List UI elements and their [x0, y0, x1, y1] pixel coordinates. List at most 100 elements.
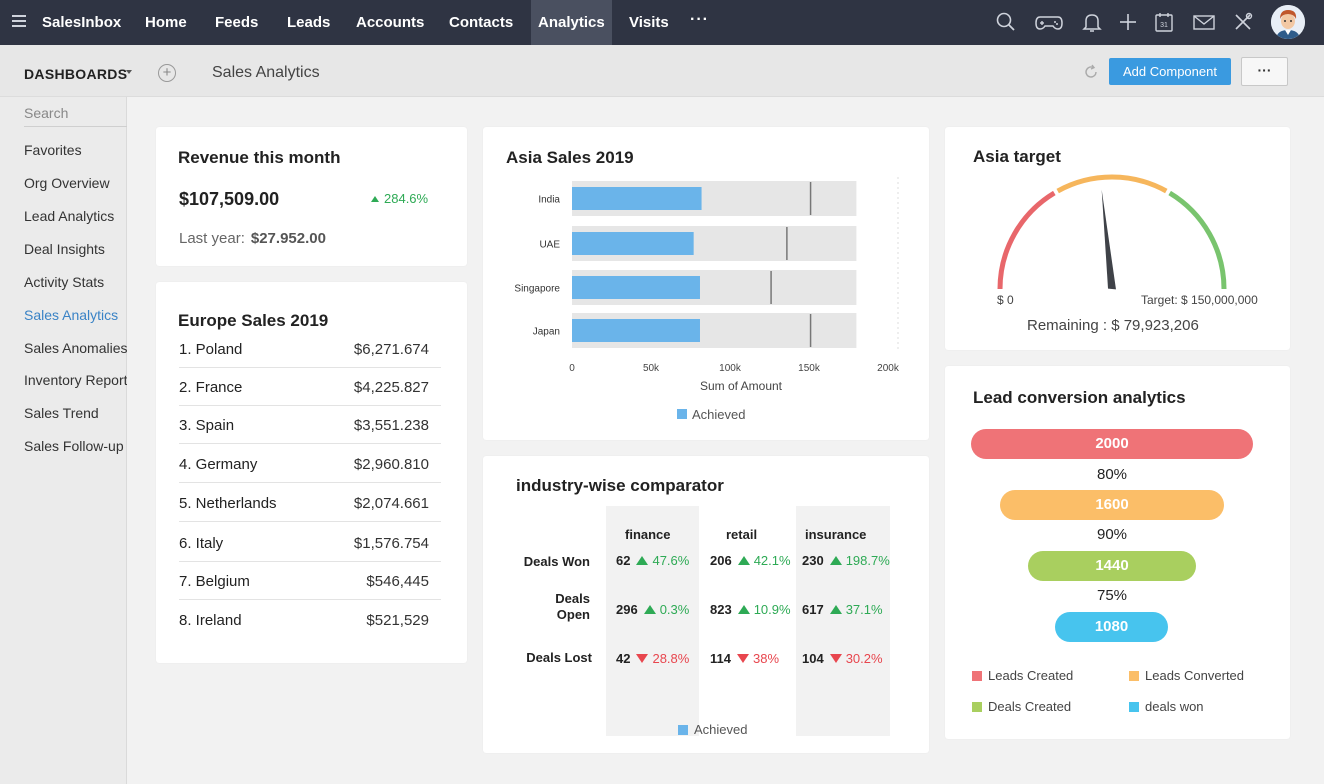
funnel-stage-leads-converted[interactable]: 1600 [1000, 490, 1224, 520]
x-tick-label: 200k [877, 363, 900, 374]
chevron-down-icon[interactable] [126, 70, 132, 74]
trend-up-icon [371, 196, 379, 202]
sales-value: $2,960.810 [353, 456, 429, 473]
sidebar-item-deal-insights[interactable]: Deal Insights [24, 241, 105, 257]
funnel-stage-deals-created[interactable]: 1440 [1028, 551, 1196, 581]
europe-sales-row: 5. Netherlands $2,074.661 [179, 483, 441, 522]
category-label: UAE [539, 240, 560, 251]
gauge-min-label: $ 0 [997, 293, 1014, 307]
cell-change: 38% [752, 651, 780, 666]
gamepad-icon[interactable] [1034, 11, 1064, 33]
sidebar-item-favorites[interactable]: Favorites [24, 142, 82, 158]
country-name: 8. Ireland [179, 612, 242, 629]
category-label: Japan [533, 327, 560, 338]
last-year-label: Last year: [179, 230, 245, 247]
plus-icon[interactable] [1117, 11, 1139, 33]
cell-value: 823 [710, 602, 732, 617]
dashboards-dropdown[interactable]: DASHBOARDS [24, 66, 128, 82]
nav-more-button[interactable]: ··· [690, 11, 709, 28]
sidebar-search-input[interactable]: Search [24, 105, 127, 127]
sidebar-item-sales-follow-up[interactable]: Sales Follow-up [24, 438, 124, 454]
europe-sales-row: 1. Poland $6,271.674 [179, 329, 441, 368]
lead-conversion-title: Lead conversion analytics [973, 388, 1186, 407]
sidebar-item-sales-trend[interactable]: Sales Trend [24, 405, 99, 421]
gauge-arc-low [997, 190, 1056, 290]
nav-accounts[interactable]: Accounts [356, 14, 425, 31]
gauge-arc-high [1168, 190, 1227, 290]
column-header-insurance: insurance [805, 527, 867, 542]
nav-visits[interactable]: Visits [629, 14, 669, 31]
legend-leads-created: Leads Created [972, 668, 1073, 683]
funnel-stage-leads-created[interactable]: 2000 [971, 429, 1253, 459]
legend-swatch [972, 702, 982, 712]
column-header-finance: finance [625, 527, 671, 542]
sidebar-item-sales-analytics[interactable]: Sales Analytics [24, 307, 119, 323]
europe-sales-row: 2. France $4,225.827 [179, 367, 441, 406]
sidebar-item-inventory-reports[interactable]: Inventory Reports [24, 372, 127, 388]
nav-contacts[interactable]: Contacts [449, 14, 514, 31]
trend-up-icon [829, 605, 842, 614]
asia-sales-chart: India UAE Singapore Japan 0 50k 100k 150k 200k Su… [514, 177, 900, 422]
bell-icon[interactable] [1081, 11, 1103, 33]
country-name: 5. Netherlands [179, 495, 277, 512]
calendar-icon[interactable]: 31 [1153, 11, 1175, 33]
legend-label: Leads Created [988, 668, 1074, 683]
x-tick-label: 100k [719, 363, 742, 374]
last-year-value: $27.952.00 [250, 230, 326, 247]
trend-down-icon [636, 654, 649, 663]
mail-icon[interactable] [1192, 11, 1216, 33]
sidebar-item-sales-anomalies[interactable]: Sales Anomalies [24, 340, 127, 356]
cell-change: 37.1% [845, 602, 883, 617]
asia-target-gauge [997, 174, 1227, 290]
comparator-title: industry-wise comparator [516, 476, 724, 495]
country-name: 3. Spain [179, 417, 235, 434]
europe-sales-row: 6. Italy $1,576.754 [179, 523, 441, 562]
category-label: India [538, 195, 560, 206]
funnel-rate-3: 75% [1096, 587, 1128, 604]
add-dashboard-icon[interactable]: + [158, 64, 176, 82]
funnel-stage-deals-won[interactable]: 1080 [1055, 612, 1168, 642]
nav-leads[interactable]: Leads [287, 14, 331, 31]
more-options-button[interactable]: ··· [1241, 57, 1288, 86]
cell-change: 198.7% [845, 553, 890, 568]
x-tick-label: 0 [569, 363, 575, 374]
app-brand[interactable]: SalesInbox [42, 14, 122, 31]
column-header-retail: retail [726, 527, 758, 542]
sales-value: $1,576.754 [353, 535, 429, 552]
comparator-cell: 42 28.8% [616, 651, 689, 666]
sales-value: $6,271.674 [353, 341, 429, 358]
gauge-remaining: Remaining : $ 79,923,206 [1027, 317, 1199, 334]
country-name: 7. Belgium [179, 573, 250, 590]
trend-down-icon [736, 654, 749, 663]
nav-home[interactable]: Home [145, 14, 187, 31]
trend-up-icon [643, 605, 656, 614]
sales-value: $3,551.238 [353, 417, 429, 434]
sidebar-item-activity-stats[interactable]: Activity Stats [24, 274, 105, 290]
funnel-rate-1: 80% [1096, 466, 1128, 483]
search-icon[interactable] [995, 11, 1017, 33]
nav-feeds[interactable]: Feeds [215, 14, 259, 31]
comparator-cell: 296 0.3% [616, 602, 689, 617]
nav-analytics[interactable]: Analytics [531, 0, 612, 45]
sidebar-item-lead-analytics[interactable]: Lead Analytics [24, 208, 115, 224]
cell-value: 42 [616, 651, 631, 666]
revenue-last-year: Last year: $27.952.00 [179, 230, 326, 247]
country-name: 6. Italy [179, 535, 224, 552]
europe-sales-row: 8. Ireland $521,529 [179, 600, 441, 639]
sales-value: $521,529 [366, 612, 429, 629]
hamburger-menu-icon[interactable] [12, 15, 26, 27]
top-navigation-bar: SalesInbox Home Feeds Leads Accounts Con… [0, 0, 1324, 45]
tools-icon[interactable] [1232, 11, 1254, 33]
revenue-card: Revenue this month $107,509.00 284.6% La… [156, 127, 467, 266]
legend-swatch [677, 409, 687, 419]
legend-leads-converted: Leads Converted [1129, 668, 1244, 683]
add-component-button[interactable]: Add Component [1109, 58, 1231, 85]
legend-swatch [972, 671, 982, 681]
row-label-deals-open: Deals Open [555, 591, 590, 622]
asia-target-title: Asia target [973, 147, 1061, 166]
europe-sales-card: Europe Sales 2019 1. Poland $6,271.674 2. … [156, 282, 467, 663]
sidebar-item-org-overview[interactable]: Org Overview [24, 175, 110, 191]
refresh-icon[interactable] [1082, 63, 1100, 81]
comparator-cell: 114 38% [710, 651, 779, 666]
user-avatar[interactable] [1271, 5, 1305, 39]
